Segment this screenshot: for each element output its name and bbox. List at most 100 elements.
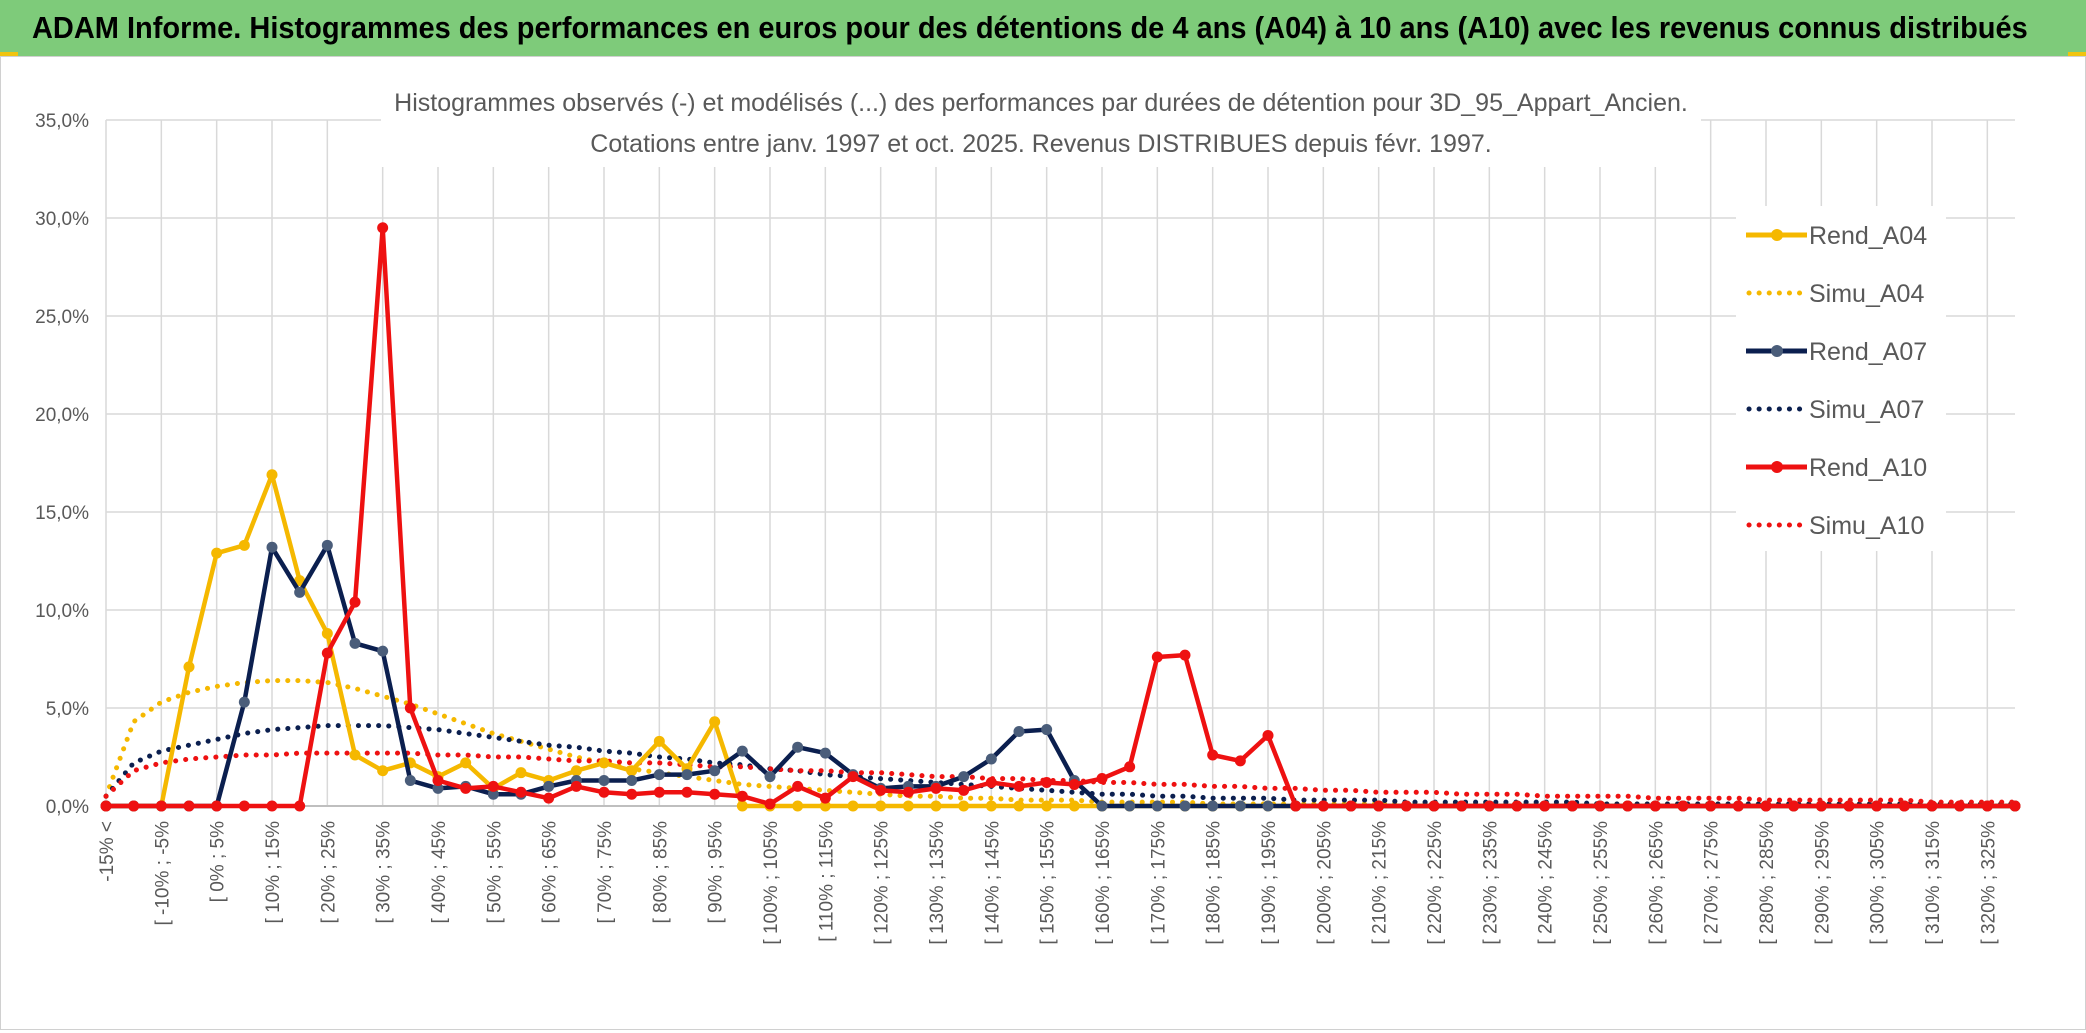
data-point <box>958 800 970 812</box>
data-point <box>1013 780 1025 792</box>
data-point <box>1594 800 1606 812</box>
data-point <box>1705 800 1717 812</box>
x-tick-label: [ 270% ; 275% <box>1702 821 1723 945</box>
x-tick-label: [ 140% ; 145% <box>982 821 1003 945</box>
x-tick-label: [ 120% ; 125% <box>872 821 893 945</box>
x-tick-label: [ 280% ; 285% <box>1757 821 1778 945</box>
data-point <box>1843 800 1855 812</box>
x-tick-label: [ 50% ; 55% <box>484 821 505 924</box>
data-point <box>958 784 970 796</box>
x-tick-label: [ 130% ; 135% <box>927 821 948 945</box>
data-point <box>543 780 555 792</box>
data-point <box>875 800 887 812</box>
data-point <box>1013 726 1025 738</box>
data-point <box>1151 651 1163 663</box>
data-point <box>1096 773 1108 785</box>
x-tick-label: [ 260% ; 265% <box>1646 821 1667 945</box>
data-point <box>1483 800 1495 812</box>
data-point <box>1456 800 1468 812</box>
y-tick-label: 0,0% <box>46 797 89 818</box>
legend-item-Rend_A10: Rend_A10 <box>1746 454 1927 482</box>
legend-label: Rend_A04 <box>1809 222 1927 250</box>
data-point <box>515 786 527 798</box>
legend-label: Simu_A10 <box>1809 512 1924 540</box>
x-tick-label: [ 170% ; 175% <box>1148 821 1169 945</box>
data-point <box>736 745 748 757</box>
data-point <box>681 769 693 781</box>
data-point <box>626 765 638 777</box>
legend-label: Rend_A07 <box>1809 338 1927 366</box>
data-point <box>847 771 859 783</box>
data-point <box>349 749 361 761</box>
x-tick-label: [ 30% ; 35% <box>374 821 395 924</box>
data-point <box>155 800 167 812</box>
series-Simu_A07 <box>103 723 2018 807</box>
data-point <box>681 786 693 798</box>
data-point <box>1539 800 1551 812</box>
data-point <box>1068 800 1080 812</box>
data-point <box>902 786 914 798</box>
data-point <box>321 628 333 640</box>
x-tick-label: [ 10% ; 15% <box>263 821 284 924</box>
legend-item-Simu_A04: Simu_A04 <box>1746 280 1924 308</box>
data-point <box>764 798 776 810</box>
x-tick-label: [ 220% ; 225% <box>1425 821 1446 945</box>
data-point <box>377 765 389 777</box>
data-point <box>238 800 250 812</box>
chart-svg: 0,0% 5,0% 10,0% 15,0% 20,0% 25,0% 30,0% 35,0% -… <box>35 81 2021 945</box>
data-point <box>792 741 804 753</box>
data-point <box>1898 800 1910 812</box>
data-point <box>294 800 306 812</box>
x-tick-label: [ 250% ; 255% <box>1591 821 1612 945</box>
series-line-Simu_A10 <box>103 750 2018 805</box>
data-point <box>653 735 665 747</box>
data-point <box>1207 749 1219 761</box>
data-point <box>570 780 582 792</box>
x-tick-label: [ 240% ; 245% <box>1536 821 1557 945</box>
data-point <box>1262 729 1274 741</box>
data-point <box>460 757 472 769</box>
data-point <box>349 596 361 608</box>
data-point <box>1788 800 1800 812</box>
data-point <box>930 782 942 794</box>
data-point <box>487 788 499 800</box>
data-point <box>930 800 942 812</box>
x-tick-label: [ 310% ; 315% <box>1923 821 1944 945</box>
data-point <box>875 784 887 796</box>
data-point <box>266 800 278 812</box>
data-point <box>294 586 306 598</box>
data-point <box>460 782 472 794</box>
data-point <box>1815 800 1827 812</box>
data-point <box>1179 800 1191 812</box>
data-point <box>570 765 582 777</box>
data-point <box>1013 800 1025 812</box>
data-point <box>1151 800 1163 812</box>
data-point <box>709 765 721 777</box>
data-point <box>100 800 112 812</box>
data-point <box>792 800 804 812</box>
data-point <box>1041 800 1053 812</box>
y-axis: 0,0% 5,0% 10,0% 15,0% 20,0% 25,0% 30,0% 35,0% <box>35 111 89 818</box>
data-point <box>958 771 970 783</box>
data-point <box>598 775 610 787</box>
data-point <box>183 661 195 673</box>
x-tick-label: [ 200% ; 205% <box>1314 821 1335 945</box>
legend-item-Rend_A07: Rend_A07 <box>1746 338 1927 366</box>
data-point <box>626 788 638 800</box>
data-point <box>2009 800 2021 812</box>
data-point <box>626 775 638 787</box>
data-point <box>1234 800 1246 812</box>
data-point <box>1400 800 1412 812</box>
data-point <box>432 782 444 794</box>
data-point <box>653 786 665 798</box>
x-tick-label: [ 150% ; 155% <box>1038 821 1059 945</box>
corner-mark-left <box>0 52 18 58</box>
data-point <box>736 790 748 802</box>
x-tick-label: [ 300% ; 305% <box>1868 821 1889 945</box>
data-point <box>1981 800 1993 812</box>
legend-item-Simu_A10: Simu_A10 <box>1746 512 1924 540</box>
data-point <box>1041 776 1053 788</box>
data-point <box>211 800 223 812</box>
data-point <box>543 792 555 804</box>
legend-item-Simu_A07: Simu_A07 <box>1746 396 1924 424</box>
